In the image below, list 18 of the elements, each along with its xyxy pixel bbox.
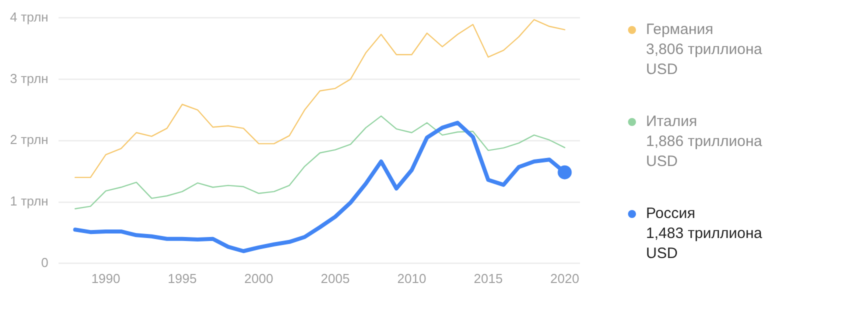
y-tick-label: 1 трлн: [10, 194, 48, 209]
legend-label: Германия: [646, 20, 714, 40]
x-tick-label: 2005: [320, 270, 350, 286]
x-tick-label: 2015: [474, 270, 503, 286]
x-tick-label: 2020: [550, 270, 580, 286]
text: 3,806 триллиона USD: [646, 40, 764, 80]
x-tick-label: 1995: [168, 270, 197, 286]
text: 1,483 триллиона USD: [646, 224, 764, 264]
x-tick-label: 2000: [244, 270, 274, 286]
y-tick-label: 0: [41, 254, 48, 270]
legend-label: Россия: [646, 204, 696, 224]
legend-label: Италия: [646, 112, 698, 132]
x-tick-label: 2010: [397, 270, 426, 286]
x-tick-label: 1990: [91, 270, 120, 286]
text: 1,886 триллиона USD: [646, 132, 764, 172]
y-tick-label: 3 трлн: [10, 70, 48, 86]
y-tick-label: 2 трлн: [10, 132, 48, 148]
y-tick-label: 4 трлн: [10, 9, 48, 24]
